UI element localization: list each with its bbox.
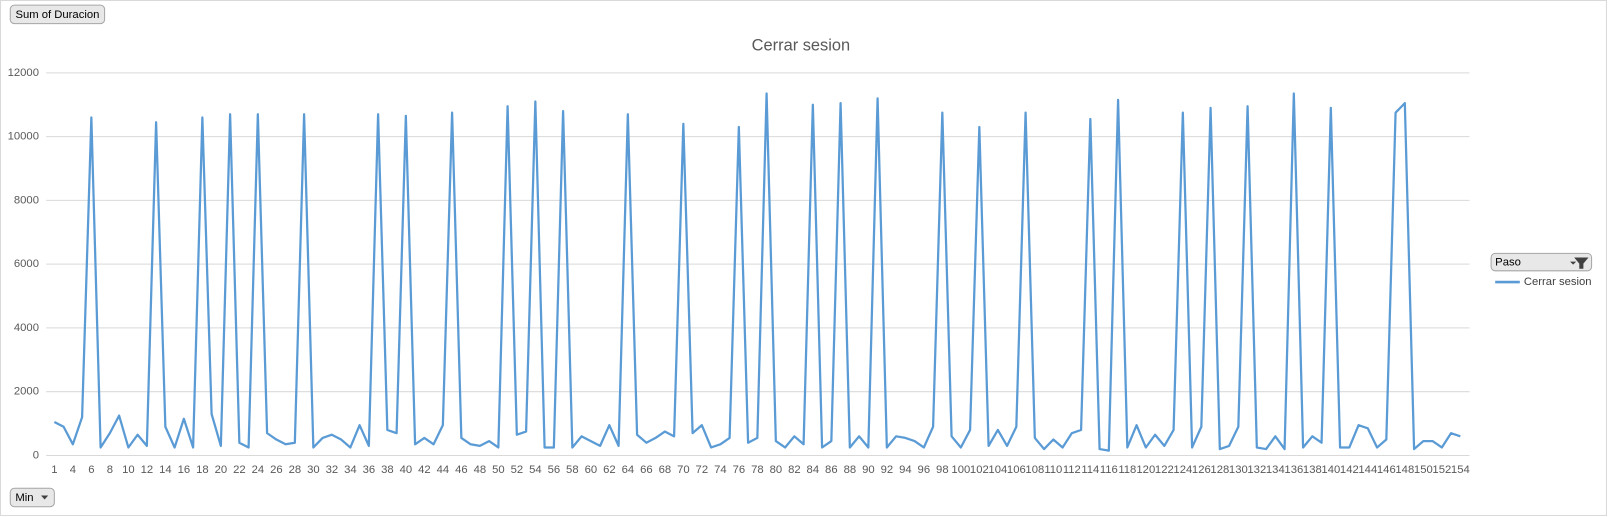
- data-line: [53, 92, 1461, 452]
- x-tick-label: 128: [1210, 464, 1229, 476]
- x-tick-label: 154: [1451, 464, 1470, 476]
- x-tick-label: 64: [622, 464, 635, 476]
- x-tick-label: 116: [1100, 464, 1118, 476]
- x-tick-label: 146: [1377, 464, 1396, 476]
- y-tick-label: 4000: [14, 322, 39, 334]
- x-tick-label: 50: [492, 464, 505, 476]
- x-tick-label: 76: [733, 464, 746, 476]
- x-tick-label: 98: [936, 464, 949, 476]
- x-tick-label: 132: [1247, 464, 1266, 476]
- x-tick-label: 68: [659, 464, 672, 476]
- x-tick-label: 114: [1081, 464, 1099, 476]
- x-tick-label: 118: [1118, 464, 1136, 476]
- x-tick-label: 124: [1173, 464, 1192, 476]
- legend-label: Cerrar sesion: [1524, 276, 1592, 288]
- dropdown-arrow: [1570, 261, 1577, 265]
- x-tick-label: 84: [807, 464, 820, 476]
- x-tick-label: 36: [363, 464, 376, 476]
- x-tick-label: 126: [1192, 464, 1211, 476]
- y-tick-label: 0: [33, 449, 39, 461]
- filter-icon: [1574, 257, 1589, 269]
- legend-field-label: Paso: [1495, 257, 1521, 269]
- x-tick-label: 86: [825, 464, 838, 476]
- x-tick-label: 54: [529, 464, 542, 476]
- x-tick-label: 92: [881, 464, 894, 476]
- x-tick-label: 24: [252, 464, 265, 476]
- x-tick-label: 138: [1303, 464, 1322, 476]
- y-tick-label: 10000: [8, 131, 39, 143]
- y-tick-label: 6000: [14, 258, 39, 270]
- chart-title: Cerrar sesion: [752, 36, 850, 54]
- x-tick-label: 28: [289, 464, 302, 476]
- x-tick-label: 20: [215, 464, 228, 476]
- x-tick-label: 42: [418, 464, 431, 476]
- x-tick-label: 60: [585, 464, 598, 476]
- x-tick-label: 106: [1007, 464, 1026, 476]
- x-tick-label: 74: [714, 464, 727, 476]
- x-tick-label: 8: [107, 464, 113, 476]
- x-tick-label: 38: [381, 464, 394, 476]
- x-tick-label: 72: [696, 464, 709, 476]
- x-tick-label: 108: [1025, 464, 1044, 476]
- x-tick-label: 148: [1395, 464, 1414, 476]
- x-tick-label: 4: [70, 464, 76, 476]
- x-tick-label: 46: [455, 464, 468, 476]
- value-field-button[interactable]: [9, 4, 106, 25]
- value-field-label: Sum of Duracion: [15, 9, 99, 21]
- x-tick-label: 52: [511, 464, 524, 476]
- y-tick-label: 2000: [14, 386, 39, 398]
- x-tick-label: 58: [566, 464, 579, 476]
- x-tick-label: 150: [1414, 464, 1433, 476]
- x-tick-label: 94: [899, 464, 912, 476]
- x-tick-label: 130: [1229, 464, 1248, 476]
- x-tick-label: 30: [307, 464, 320, 476]
- x-tick-label: 12: [141, 464, 154, 476]
- x-tick-label: 112: [1063, 464, 1081, 476]
- axis-field-label: Min: [15, 492, 33, 504]
- x-tick-label: 100: [951, 464, 970, 476]
- x-tick-label: 142: [1340, 464, 1359, 476]
- x-tick-label: 78: [751, 464, 764, 476]
- x-tick-label: 134: [1266, 464, 1285, 476]
- x-tick-label: 32: [326, 464, 339, 476]
- dropdown-arrow: [41, 495, 49, 500]
- x-tick-label: 90: [862, 464, 875, 476]
- x-tick-label: 26: [270, 464, 283, 476]
- x-tick-label: 70: [677, 464, 690, 476]
- y-tick-label: 8000: [14, 194, 39, 206]
- x-tick-label: 96: [918, 464, 931, 476]
- x-tick-label: 18: [196, 464, 209, 476]
- x-tick-label: 122: [1155, 464, 1174, 476]
- x-tick-label: 66: [640, 464, 653, 476]
- x-tick-label: 1: [51, 464, 57, 476]
- x-tick-label: 44: [437, 464, 450, 476]
- x-tick-label: 16: [178, 464, 191, 476]
- x-tick-label: 120: [1136, 464, 1155, 476]
- x-tick-label: 104: [988, 464, 1007, 476]
- legend-field-button[interactable]: [1490, 252, 1593, 272]
- x-tick-label: 140: [1321, 464, 1340, 476]
- x-tick-label: 136: [1284, 464, 1303, 476]
- x-tick-label: 10: [122, 464, 135, 476]
- x-tick-label: 48: [474, 464, 487, 476]
- x-tick-label: 82: [788, 464, 801, 476]
- x-tick-label: 144: [1358, 464, 1377, 476]
- x-tick-label: 102: [970, 464, 989, 476]
- x-tick-label: 62: [603, 464, 616, 476]
- x-tick-label: 6: [88, 464, 94, 476]
- x-tick-label: 88: [844, 464, 857, 476]
- y-tick-label: 12000: [8, 67, 39, 79]
- x-tick-label: 56: [548, 464, 561, 476]
- x-tick-label: 110: [1044, 464, 1062, 476]
- x-tick-label: 152: [1432, 464, 1451, 476]
- x-tick-label: 14: [159, 464, 172, 476]
- x-tick-label: 34: [344, 464, 357, 476]
- x-tick-label: 80: [770, 464, 783, 476]
- axis-field-button[interactable]: [9, 487, 55, 508]
- x-tick-label: 22: [233, 464, 246, 476]
- x-tick-label: 40: [400, 464, 413, 476]
